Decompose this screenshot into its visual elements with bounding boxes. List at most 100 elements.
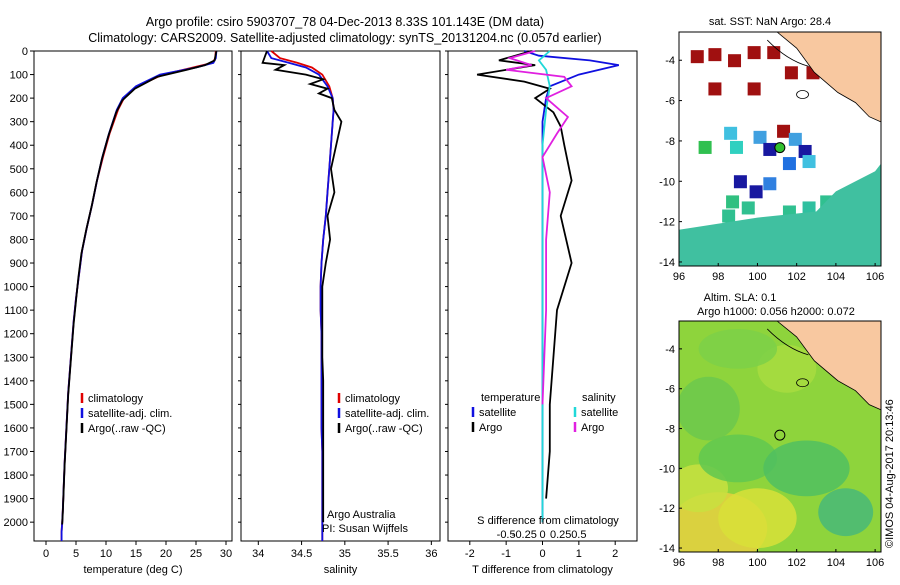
x-tick-label: 0: [539, 548, 545, 560]
series-line: [60, 50, 218, 541]
contour: [766, 39, 809, 67]
sst-cell: [724, 126, 738, 140]
x-tick-label: 35: [339, 548, 351, 560]
sla-anomaly: [698, 434, 778, 483]
x-tick-label: 100: [748, 557, 766, 569]
sst-cell: [767, 46, 781, 60]
legend-label: climatology: [345, 393, 401, 405]
sst-map-panel: 96 98 100 102 104 106 -4 -6 -8 -10 -12 -14 sat. SST:…: [659, 16, 884, 283]
y-tick-label: -8: [665, 136, 675, 148]
sst-cell: [741, 201, 755, 215]
y-tick-label: -4: [665, 55, 675, 67]
y-tick-label: 1800: [4, 470, 28, 482]
y-tick-label: -10: [659, 176, 675, 188]
plot-frame: [33, 50, 233, 542]
x-tick-label: 98: [712, 271, 724, 283]
sst-cell: [777, 124, 791, 138]
series-line: [506, 50, 574, 405]
legend-label: Argo(..raw -QC): [345, 423, 423, 435]
y-tick-label: 1000: [4, 282, 28, 294]
sst-cell: [729, 140, 743, 154]
map-frame: [678, 31, 882, 267]
x2-tick-label: -0.5: [497, 529, 516, 541]
x-tick-label: 98: [712, 557, 724, 569]
series-line: [60, 50, 217, 541]
x-tick-label: 96: [673, 271, 685, 283]
y-tick-label: 300: [10, 117, 28, 129]
y-tick-label: 500: [10, 164, 28, 176]
sst-cell: [690, 50, 704, 64]
sst-cell: [747, 82, 761, 96]
x-tick-label: 104: [827, 557, 845, 569]
y-tick-label: 600: [10, 187, 28, 199]
legend-label: satellite: [581, 407, 618, 419]
imos-stamp: ©IMOS 04-Aug-2017 20:13:46: [884, 399, 896, 548]
map-content: [679, 321, 881, 552]
land: [776, 32, 881, 123]
sla-anomaly: [698, 328, 778, 369]
y-tick-label: 1700: [4, 446, 28, 458]
map-subtitle: Argo h1000: 0.056 h2000: 0.072: [697, 306, 855, 318]
x-tick-label: 106: [866, 271, 884, 283]
y-tick-label: 1300: [4, 352, 28, 364]
x2-tick-label: 0.25: [550, 529, 571, 541]
x-tick-label: 25: [190, 548, 202, 560]
contour: [796, 378, 809, 388]
sla-anomaly: [718, 488, 797, 549]
title-line1: Argo profile: csiro 5903707_78 04-Dec-20…: [146, 15, 544, 29]
x-tick-label: 35.5: [377, 548, 398, 560]
sst-cell: [763, 177, 777, 191]
sst-cell: [726, 195, 740, 209]
y-tick-label: 800: [10, 234, 28, 246]
y-tick-label: 2000: [4, 517, 28, 529]
sst-cell: [753, 130, 767, 144]
sst-cell: [728, 54, 742, 68]
y-tick-label: 1200: [4, 329, 28, 341]
x-axis-label: salinity: [324, 564, 358, 576]
x-tick-label: 106: [866, 557, 884, 569]
x-tick-label: 5: [73, 548, 79, 560]
x-tick-label: 1: [576, 548, 582, 560]
sst-cell: [802, 201, 816, 215]
sst-cell: [708, 48, 722, 62]
sst-cell: [802, 155, 816, 169]
x-tick-label: -2: [465, 548, 475, 560]
x-tick-label: 100: [748, 271, 766, 283]
legend-header: temperature: [481, 392, 540, 404]
sst-cell: [708, 82, 722, 96]
x2-tick-label: 0: [539, 529, 545, 541]
sst-cell: [784, 66, 798, 80]
y-tick-label: -10: [659, 463, 675, 475]
x-tick-label: 36: [425, 548, 437, 560]
sst-cell: [788, 132, 802, 146]
plot-frame: [240, 50, 441, 542]
y-tick-label: -8: [665, 424, 675, 436]
legend-label: climatology: [88, 393, 144, 405]
x2-axis-label: S difference from climatology: [477, 515, 619, 527]
sst-cell: [798, 144, 812, 158]
x-tick-label: 102: [787, 271, 805, 283]
sst-cell: [733, 175, 747, 189]
series-line: [261, 50, 343, 523]
x-tick-label: 30: [220, 548, 232, 560]
sla-anomaly: [763, 440, 850, 497]
y-tick-label: 400: [10, 140, 28, 152]
y-tick-label: 1100: [4, 305, 28, 317]
map-title: Altim. SLA: 0.1: [704, 292, 777, 304]
y-tick-label: 1600: [4, 423, 28, 435]
legend-label: Argo: [581, 422, 604, 434]
x-tick-label: 96: [673, 557, 685, 569]
legend-label: satellite-adj. clim.: [88, 408, 172, 420]
difference-panel: -2 -1 0 1 2 T difference from climatology S di…: [445, 50, 638, 576]
map-frame: [678, 320, 882, 553]
x-axis-label: temperature (deg C): [83, 564, 182, 576]
series-line: [524, 50, 620, 523]
title-line2: Climatology: CARS2009. Satellite-adjuste…: [88, 31, 601, 45]
series-line: [61, 50, 218, 525]
map-title: sat. SST: NaN Argo: 28.4: [709, 16, 831, 28]
legend-label: satellite-adj. clim.: [345, 408, 429, 420]
contour: [796, 90, 809, 99]
sla-map-panel: 96 98 100 102 104 106 -4 -6 -8 -10 -12 -14 Altim. SL…: [659, 292, 884, 569]
legend-label: satellite: [479, 407, 516, 419]
